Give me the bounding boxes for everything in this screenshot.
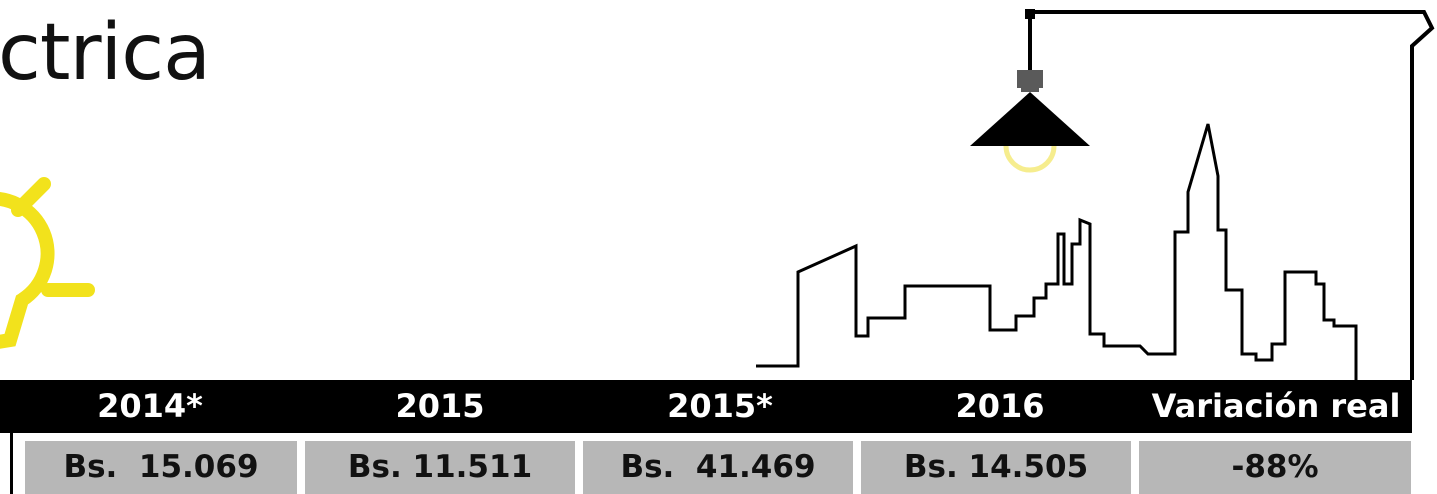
- column-header: Variación real: [1151, 387, 1401, 425]
- column-header: 2015: [395, 387, 485, 425]
- column-header: 2014*: [97, 387, 203, 425]
- column-header: 2016: [955, 387, 1045, 425]
- page-title: ctrica: [0, 8, 211, 98]
- table-left-border: [0, 433, 13, 494]
- ceiling-lamp-icon: [970, 9, 1435, 380]
- table-cell: Bs. 14.505: [861, 441, 1131, 494]
- column-header: 2015*: [667, 387, 773, 425]
- city-skyline-icon: [756, 123, 1358, 380]
- table-cell: Bs. 11.511: [305, 441, 575, 494]
- table-cell: Bs. 41.469: [583, 441, 853, 494]
- table-header-row: 2014* 2015 2015* 2016 Variación real: [0, 380, 1412, 433]
- table-cell: Bs. 15.069: [25, 441, 297, 494]
- table-cell: -88%: [1139, 441, 1411, 494]
- lightbulb-icon: [0, 177, 95, 349]
